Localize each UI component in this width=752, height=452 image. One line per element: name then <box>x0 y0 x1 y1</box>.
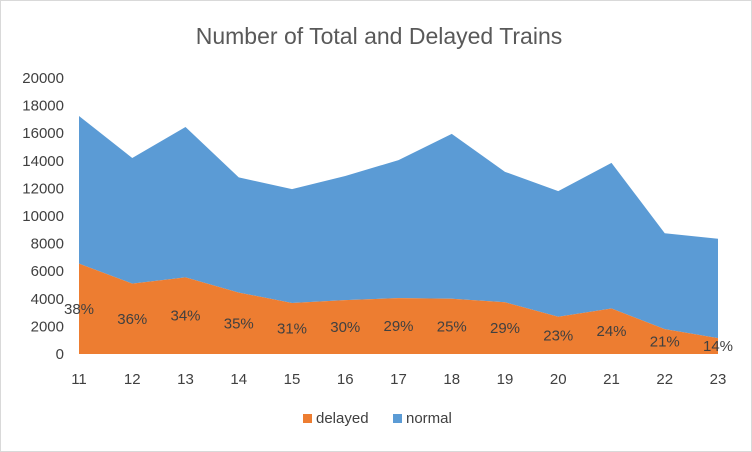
data-label: 38% <box>64 301 94 318</box>
x-tick-label: 23 <box>710 371 727 388</box>
chart-title: Number of Total and Delayed Trains <box>196 23 563 49</box>
x-tick-label: 12 <box>124 371 141 388</box>
x-tick-label: 13 <box>177 371 194 388</box>
series-normal-area <box>79 115 718 339</box>
x-tick-label: 19 <box>497 371 514 388</box>
data-label: 24% <box>596 323 626 340</box>
x-tick-label: 11 <box>71 371 87 388</box>
y-tick-label: 12000 <box>22 180 64 197</box>
x-tick-label: 20 <box>550 371 567 388</box>
data-label: 31% <box>277 320 307 337</box>
x-tick-label: 16 <box>337 371 354 388</box>
data-label: 14% <box>703 338 733 355</box>
legend-label-delayed: delayed <box>316 410 369 427</box>
x-tick-label: 21 <box>603 371 620 388</box>
data-label: 29% <box>490 320 520 337</box>
y-tick-label: 8000 <box>31 236 64 253</box>
data-label: 23% <box>543 327 573 344</box>
data-label: 36% <box>117 311 147 328</box>
data-label: 30% <box>330 319 360 336</box>
legend-swatch-normal <box>393 414 402 423</box>
data-label: 29% <box>383 318 413 335</box>
series-delayed-area <box>79 263 718 354</box>
legend-swatch-delayed <box>303 414 312 423</box>
x-tick-label: 14 <box>230 371 247 388</box>
data-label: 25% <box>437 318 467 335</box>
y-tick-label: 10000 <box>22 208 64 225</box>
y-tick-label: 14000 <box>22 153 64 170</box>
y-tick-label: 16000 <box>22 125 64 142</box>
y-tick-label: 0 <box>56 346 64 363</box>
x-tick-label: 18 <box>443 371 460 388</box>
y-tick-label: 4000 <box>31 291 64 308</box>
y-tick-label: 20000 <box>22 70 64 87</box>
data-label: 34% <box>170 308 200 325</box>
y-tick-label: 2000 <box>31 318 64 335</box>
y-tick-label: 18000 <box>22 98 64 115</box>
y-tick-label: 6000 <box>31 263 64 280</box>
x-tick-label: 17 <box>390 371 407 388</box>
data-label: 35% <box>224 315 254 332</box>
x-tick-label: 15 <box>284 371 301 388</box>
legend-label-normal: normal <box>406 410 452 427</box>
x-tick-label: 22 <box>656 371 673 388</box>
data-label: 21% <box>650 334 680 351</box>
